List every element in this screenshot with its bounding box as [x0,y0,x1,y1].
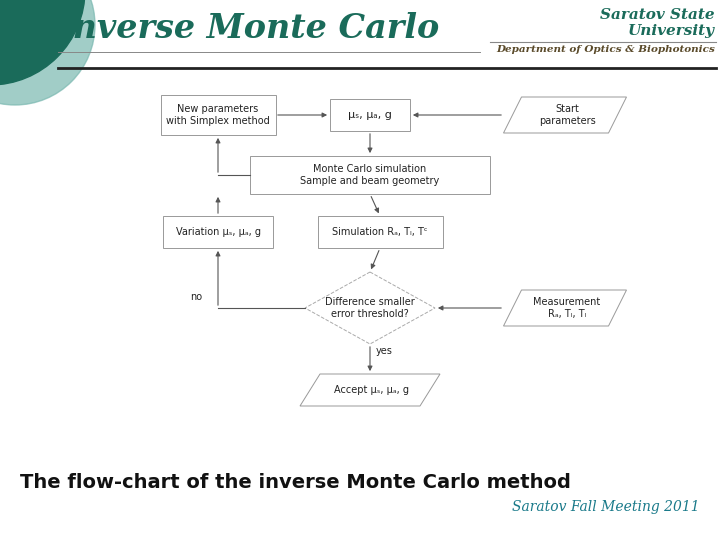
Text: Monte Carlo simulation
Sample and beam geometry: Monte Carlo simulation Sample and beam g… [300,164,440,186]
Text: Saratov State
University: Saratov State University [600,8,715,38]
Polygon shape [300,374,440,406]
Text: Inverse Monte Carlo: Inverse Monte Carlo [58,11,440,44]
Text: Start
parameters: Start parameters [539,104,595,126]
Text: Accept μₛ, μₐ, g: Accept μₛ, μₐ, g [335,385,410,395]
Text: no: no [190,292,202,302]
Text: Department of Optics & Biophotonics: Department of Optics & Biophotonics [496,45,715,54]
Text: Difference smaller
error threshold?: Difference smaller error threshold? [325,297,415,319]
Text: Variation μₛ, μₐ, g: Variation μₛ, μₐ, g [176,227,261,237]
Text: The flow-chart of the inverse Monte Carlo method: The flow-chart of the inverse Monte Carl… [20,473,571,492]
Polygon shape [503,290,626,326]
Polygon shape [503,97,626,133]
Text: Saratov Fall Meeting 2011: Saratov Fall Meeting 2011 [513,500,700,514]
Circle shape [0,0,95,105]
FancyBboxPatch shape [161,95,276,135]
FancyBboxPatch shape [318,216,443,248]
Polygon shape [305,272,435,344]
Text: yes: yes [376,346,393,356]
Circle shape [0,0,85,85]
FancyBboxPatch shape [330,99,410,131]
Text: Simulation Rₐ, Tₗ, Tᶜ: Simulation Rₐ, Tₗ, Tᶜ [332,227,428,237]
FancyBboxPatch shape [250,156,490,194]
Text: μₛ, μₐ, g: μₛ, μₐ, g [348,110,392,120]
FancyBboxPatch shape [163,216,273,248]
Text: New parameters
with Simplex method: New parameters with Simplex method [166,104,270,126]
Text: Measurement
Rₐ, Tₗ, Tₗ: Measurement Rₐ, Tₗ, Tₗ [534,297,600,319]
